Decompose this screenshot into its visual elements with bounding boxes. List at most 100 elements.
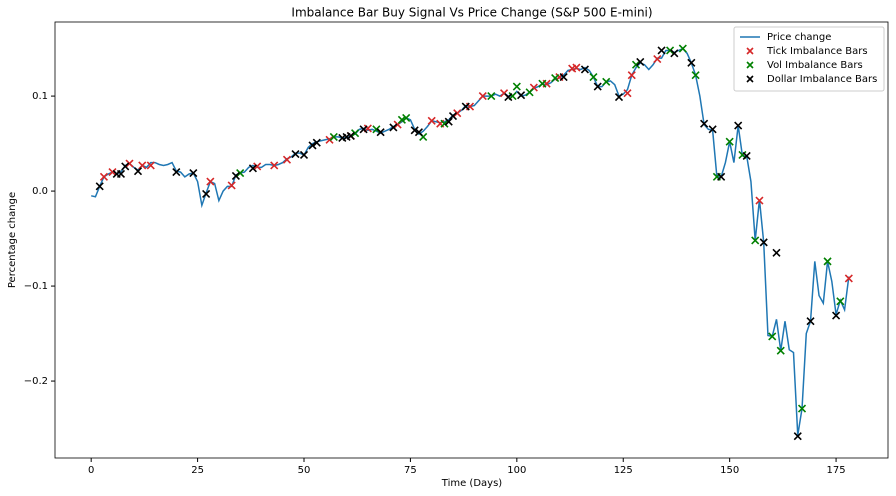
signal-marker [146, 161, 155, 170]
signal-marker [202, 189, 211, 198]
signal-marker [172, 168, 181, 177]
signal-marker [133, 167, 143, 176]
signal-marker [359, 125, 368, 134]
signal-marker [614, 92, 624, 102]
marker-group [95, 46, 841, 441]
signal-marker [580, 65, 590, 74]
signal-marker [453, 109, 462, 118]
signal-marker [414, 128, 423, 137]
signal-marker [206, 177, 215, 186]
x-tick-label: 175 [827, 465, 846, 476]
signal-marker [427, 116, 436, 125]
signal-marker [772, 248, 781, 257]
signal-marker [512, 82, 521, 91]
signal-marker [759, 238, 768, 247]
signal-marker [329, 132, 338, 142]
signal-marker [602, 77, 611, 86]
signal-marker [227, 181, 236, 190]
signal-marker [351, 129, 360, 138]
signal-marker [95, 182, 104, 191]
signal-marker [402, 113, 411, 123]
signal-marker [253, 162, 262, 171]
signal-marker [372, 125, 381, 134]
signal-marker [504, 92, 513, 102]
signal-marker [700, 119, 709, 128]
signal-marker [657, 46, 666, 55]
signal-marker [291, 149, 300, 159]
signal-marker [116, 169, 126, 179]
signal-marker [623, 89, 632, 98]
signal-marker [517, 91, 526, 100]
signal-marker [551, 73, 560, 83]
legend-box [733, 26, 885, 92]
y-tick-label: −0.1 [24, 281, 48, 292]
signal-marker [708, 125, 717, 134]
signal-marker [299, 150, 309, 160]
x-tick-label: 75 [404, 465, 417, 476]
signal-marker [236, 168, 245, 178]
signal-marker [636, 57, 645, 66]
y-tick-label: 0.0 [32, 186, 48, 197]
signal-marker [389, 123, 398, 132]
x-tick-label: 125 [614, 465, 633, 476]
signal-marker [525, 88, 534, 97]
signal-marker [691, 71, 700, 80]
x-tick-label: 150 [720, 465, 739, 476]
signal-marker [125, 159, 134, 168]
signal-marker [308, 141, 317, 150]
signal-marker [99, 172, 109, 181]
signal-marker [631, 60, 641, 69]
signal-marker [397, 115, 406, 124]
signal-marker [806, 317, 815, 326]
signal-marker [836, 297, 845, 306]
signal-marker [734, 121, 743, 130]
signal-marker [282, 155, 292, 164]
signal-marker [325, 135, 334, 144]
legend-label: Tick Imbalance Bars [766, 46, 868, 57]
signal-marker [793, 432, 802, 441]
signal-marker [844, 274, 853, 283]
x-tick-label: 50 [298, 465, 311, 476]
signal-marker [797, 404, 807, 413]
signal-marker [440, 119, 449, 128]
y-tick-label: −0.2 [24, 376, 48, 387]
x-tick-label: 0 [88, 465, 94, 476]
signal-marker [559, 73, 568, 82]
signal-marker [751, 236, 760, 245]
legend-swatch [746, 47, 754, 55]
signal-marker [653, 54, 662, 64]
signal-marker [678, 44, 687, 53]
signal-marker [627, 71, 636, 80]
signal-marker [687, 58, 696, 67]
marker-group [236, 44, 845, 413]
signal-marker [189, 168, 198, 178]
signal-marker [593, 82, 602, 91]
signal-marker [312, 138, 321, 147]
y-axis-label: Percentage change [7, 192, 18, 288]
legend-swatch [746, 75, 754, 83]
signal-marker [538, 79, 547, 88]
signal-marker [478, 92, 487, 101]
signal-marker [742, 151, 751, 161]
signal-marker [448, 111, 458, 121]
chart-title: Imbalance Bar Buy Signal Vs Price Change… [291, 6, 652, 20]
x-tick-label: 100 [507, 465, 526, 476]
signal-marker [755, 196, 764, 205]
legend-label: Vol Imbalance Bars [767, 60, 863, 71]
signal-marker [768, 332, 777, 341]
signal-marker [248, 164, 257, 173]
x-tick-label: 25 [191, 465, 204, 476]
legend-label: Price change [767, 32, 831, 43]
x-axis-label: Time (Days) [441, 478, 503, 489]
signal-marker [670, 49, 679, 58]
signal-marker [376, 128, 385, 137]
signal-marker [589, 73, 598, 82]
signal-marker [346, 131, 355, 141]
legend-swatch [746, 61, 754, 69]
signal-marker [572, 63, 581, 72]
signal-marker [717, 172, 726, 181]
signal-marker [823, 257, 832, 266]
signal-marker [461, 102, 470, 111]
plot-frame [54, 21, 889, 459]
